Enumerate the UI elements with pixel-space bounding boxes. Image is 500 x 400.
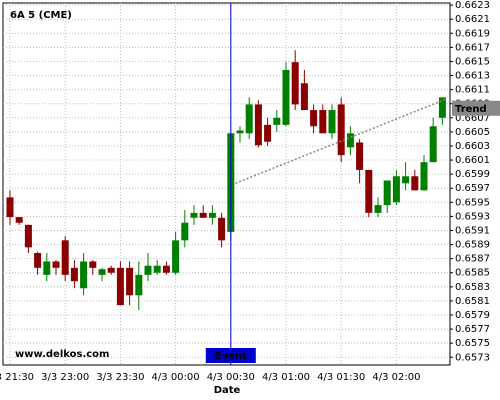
x-tick-label: 4/3 01:30 <box>317 372 365 383</box>
candle-body <box>411 176 419 191</box>
candle-body <box>199 212 207 218</box>
candle-body <box>172 240 180 273</box>
candle-body <box>273 117 281 125</box>
candle-body <box>245 104 253 134</box>
y-tick-label: 0.6579 <box>455 310 490 321</box>
candle-body <box>80 261 88 289</box>
candle-body <box>181 222 189 241</box>
candle-body <box>135 274 143 296</box>
candle-body <box>438 97 446 118</box>
y-tick-label: 0.6593 <box>455 211 490 222</box>
y-tick-label: 0.6577 <box>455 324 490 335</box>
candle-body <box>61 240 69 275</box>
candle-body <box>43 261 51 275</box>
candle-body <box>126 267 134 296</box>
candle-body <box>282 69 290 125</box>
candle-body <box>392 176 400 203</box>
candle-body <box>236 130 244 134</box>
candle-body <box>383 180 391 206</box>
plot-area <box>2 2 451 366</box>
y-tick-label: 0.6575 <box>455 338 490 349</box>
y-tick-label: 0.6595 <box>455 197 490 208</box>
y-tick-label: 0.6617 <box>455 42 490 53</box>
y-tick-label: 0.6597 <box>455 183 490 194</box>
candle-body <box>153 265 161 273</box>
y-tick-label: 0.6603 <box>455 141 490 152</box>
x-tick-label: 3/3 23:30 <box>96 372 144 383</box>
y-tick-label: 0.6601 <box>455 155 490 166</box>
candle-body <box>337 104 345 156</box>
y-tick-label: 0.6611 <box>455 85 490 96</box>
candle-body <box>208 212 216 218</box>
y-tick-label: 0.6605 <box>455 127 490 138</box>
x-tick-label: 4/3 00:30 <box>207 372 255 383</box>
candle-body <box>420 162 428 191</box>
y-tick-label: 0.6581 <box>455 296 490 307</box>
y-tick-label: 0.6621 <box>455 14 490 25</box>
candle-body <box>52 261 60 268</box>
y-tick-label: 0.6623 <box>455 0 490 11</box>
candle-body <box>291 62 299 105</box>
candle-body <box>107 267 115 273</box>
chart-title: 6A 5 (CME) <box>10 10 72 21</box>
candle-body <box>429 126 437 163</box>
x-tick-label: 4/3 01:00 <box>262 372 310 383</box>
y-tick-label: 0.6583 <box>455 282 490 293</box>
candle-body <box>144 265 152 275</box>
event-box <box>205 348 256 363</box>
y-tick-label: 0.6591 <box>455 225 490 236</box>
candle-body <box>6 197 14 218</box>
candle-body <box>70 267 78 282</box>
event-label: Event <box>215 351 247 362</box>
trend-box <box>452 100 500 116</box>
candle-body <box>264 124 272 142</box>
candle-body <box>116 267 124 306</box>
x-tick-label: 4/3 02:00 <box>372 372 420 383</box>
candle-body <box>98 269 106 275</box>
candle-body <box>356 142 364 170</box>
candle-body <box>402 176 410 184</box>
x-tick-label: 3/3 23:00 <box>41 372 89 383</box>
y-tick-label: 0.6619 <box>455 28 490 39</box>
trend-line <box>235 98 448 184</box>
candle-body <box>218 217 226 241</box>
candle-body <box>254 104 262 146</box>
candle-body <box>24 224 32 248</box>
candle-body <box>190 212 198 218</box>
y-tick-label: 0.6615 <box>455 56 490 67</box>
candle-body <box>346 133 354 148</box>
candle-body <box>328 110 336 134</box>
candle-body <box>89 261 97 268</box>
candle-body <box>310 110 318 127</box>
x-tick-label: 4/3 00:00 <box>152 372 200 383</box>
candle-body <box>319 110 327 134</box>
y-tick-label: 0.6573 <box>455 352 490 363</box>
trend-label: Trend <box>455 104 487 115</box>
x-axis-label: Date <box>214 385 241 396</box>
candle-body <box>365 169 373 213</box>
y-tick-label: 0.6585 <box>455 268 490 279</box>
watermark: www.delkos.com <box>15 349 109 360</box>
candle-body <box>162 265 170 273</box>
candle-body <box>34 253 42 268</box>
y-tick-label: 0.6587 <box>455 254 490 265</box>
y-tick-label: 0.6589 <box>455 240 490 251</box>
x-tick-label: 3/3 21:30 <box>0 372 34 383</box>
y-tick-label: 0.6613 <box>455 71 490 82</box>
candle-body <box>300 83 308 111</box>
y-tick-label: 0.6607 <box>455 113 490 124</box>
candle-body <box>15 217 23 223</box>
candle-body <box>374 205 382 213</box>
y-tick-label: 0.6599 <box>455 169 490 180</box>
